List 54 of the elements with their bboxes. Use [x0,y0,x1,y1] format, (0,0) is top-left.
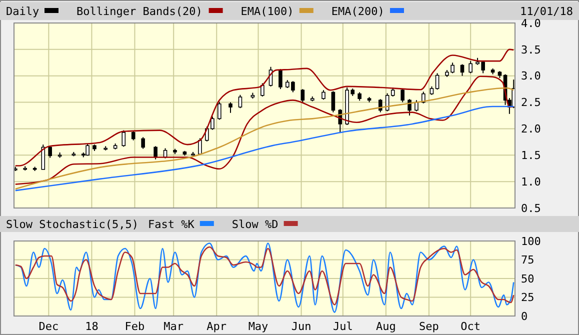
candlestick [378,98,382,113]
candlestick [86,143,90,156]
candlestick [331,90,336,113]
text: 11/01/18 [520,5,573,18]
y-tick-label: 50 [521,272,534,286]
candlestick [238,94,242,109]
y-tick-label: 3.0 [521,70,541,83]
x-tick-label: May [248,320,269,333]
y-tick-label: 75 [521,254,534,267]
y-tick-label: 0 [521,310,528,323]
y-tick-label: 2.5 [521,96,541,110]
x-tick-label: Mar [164,320,184,333]
x-tick-label: Sep [419,320,439,333]
legend-label: Slow %D [232,218,278,231]
y-tick-label: 25 [521,291,534,304]
y-tick-label: 2.0 [521,122,541,136]
legend-label: EMA(200) [331,5,384,18]
legend-label: Fast %K [148,218,195,231]
x-tick-label: Aug [376,320,396,333]
x-tick-label: Jul [332,320,353,333]
legend-label: Bollinger Bands(20) [76,5,202,18]
y-tick-label: 3.5 [521,43,541,56]
candlestick [468,60,472,74]
x-tick-label: Dec [38,320,59,333]
y-tick-label: 1.5 [521,148,541,162]
candlestick [435,72,440,90]
x-tick-label: 18 [85,320,98,333]
candlestick [400,88,404,103]
x-tick-label: Apr [206,320,227,333]
x-tick-label: Jun [291,320,312,333]
candlestick [408,98,412,116]
y-tick-label: 100 [521,234,541,248]
candlestick [414,100,418,112]
x-tick-label: Oct [460,320,481,333]
candlestick [322,90,326,100]
candlestick [217,101,222,120]
candlestick [460,64,464,76]
candlestick [300,88,305,103]
candlestick [141,136,145,150]
line-series [14,48,514,166]
candlestick [228,102,232,114]
line-series [14,242,514,313]
legend-label: EMA(100) [240,5,294,18]
legend-label: Daily [6,5,40,18]
x-tick-label: Feb [124,320,145,333]
line-series [14,246,514,306]
candlestick [260,82,264,97]
chart-title: Slow Stochastic(5,5) [6,218,138,231]
candlestick [41,144,46,170]
candlestick [198,138,202,156]
candlestick [154,146,158,160]
y-tick-label: 0.5 [521,202,541,215]
y-tick-label: 1.0 [521,175,541,188]
y-tick-label: 4.0 [521,16,541,30]
